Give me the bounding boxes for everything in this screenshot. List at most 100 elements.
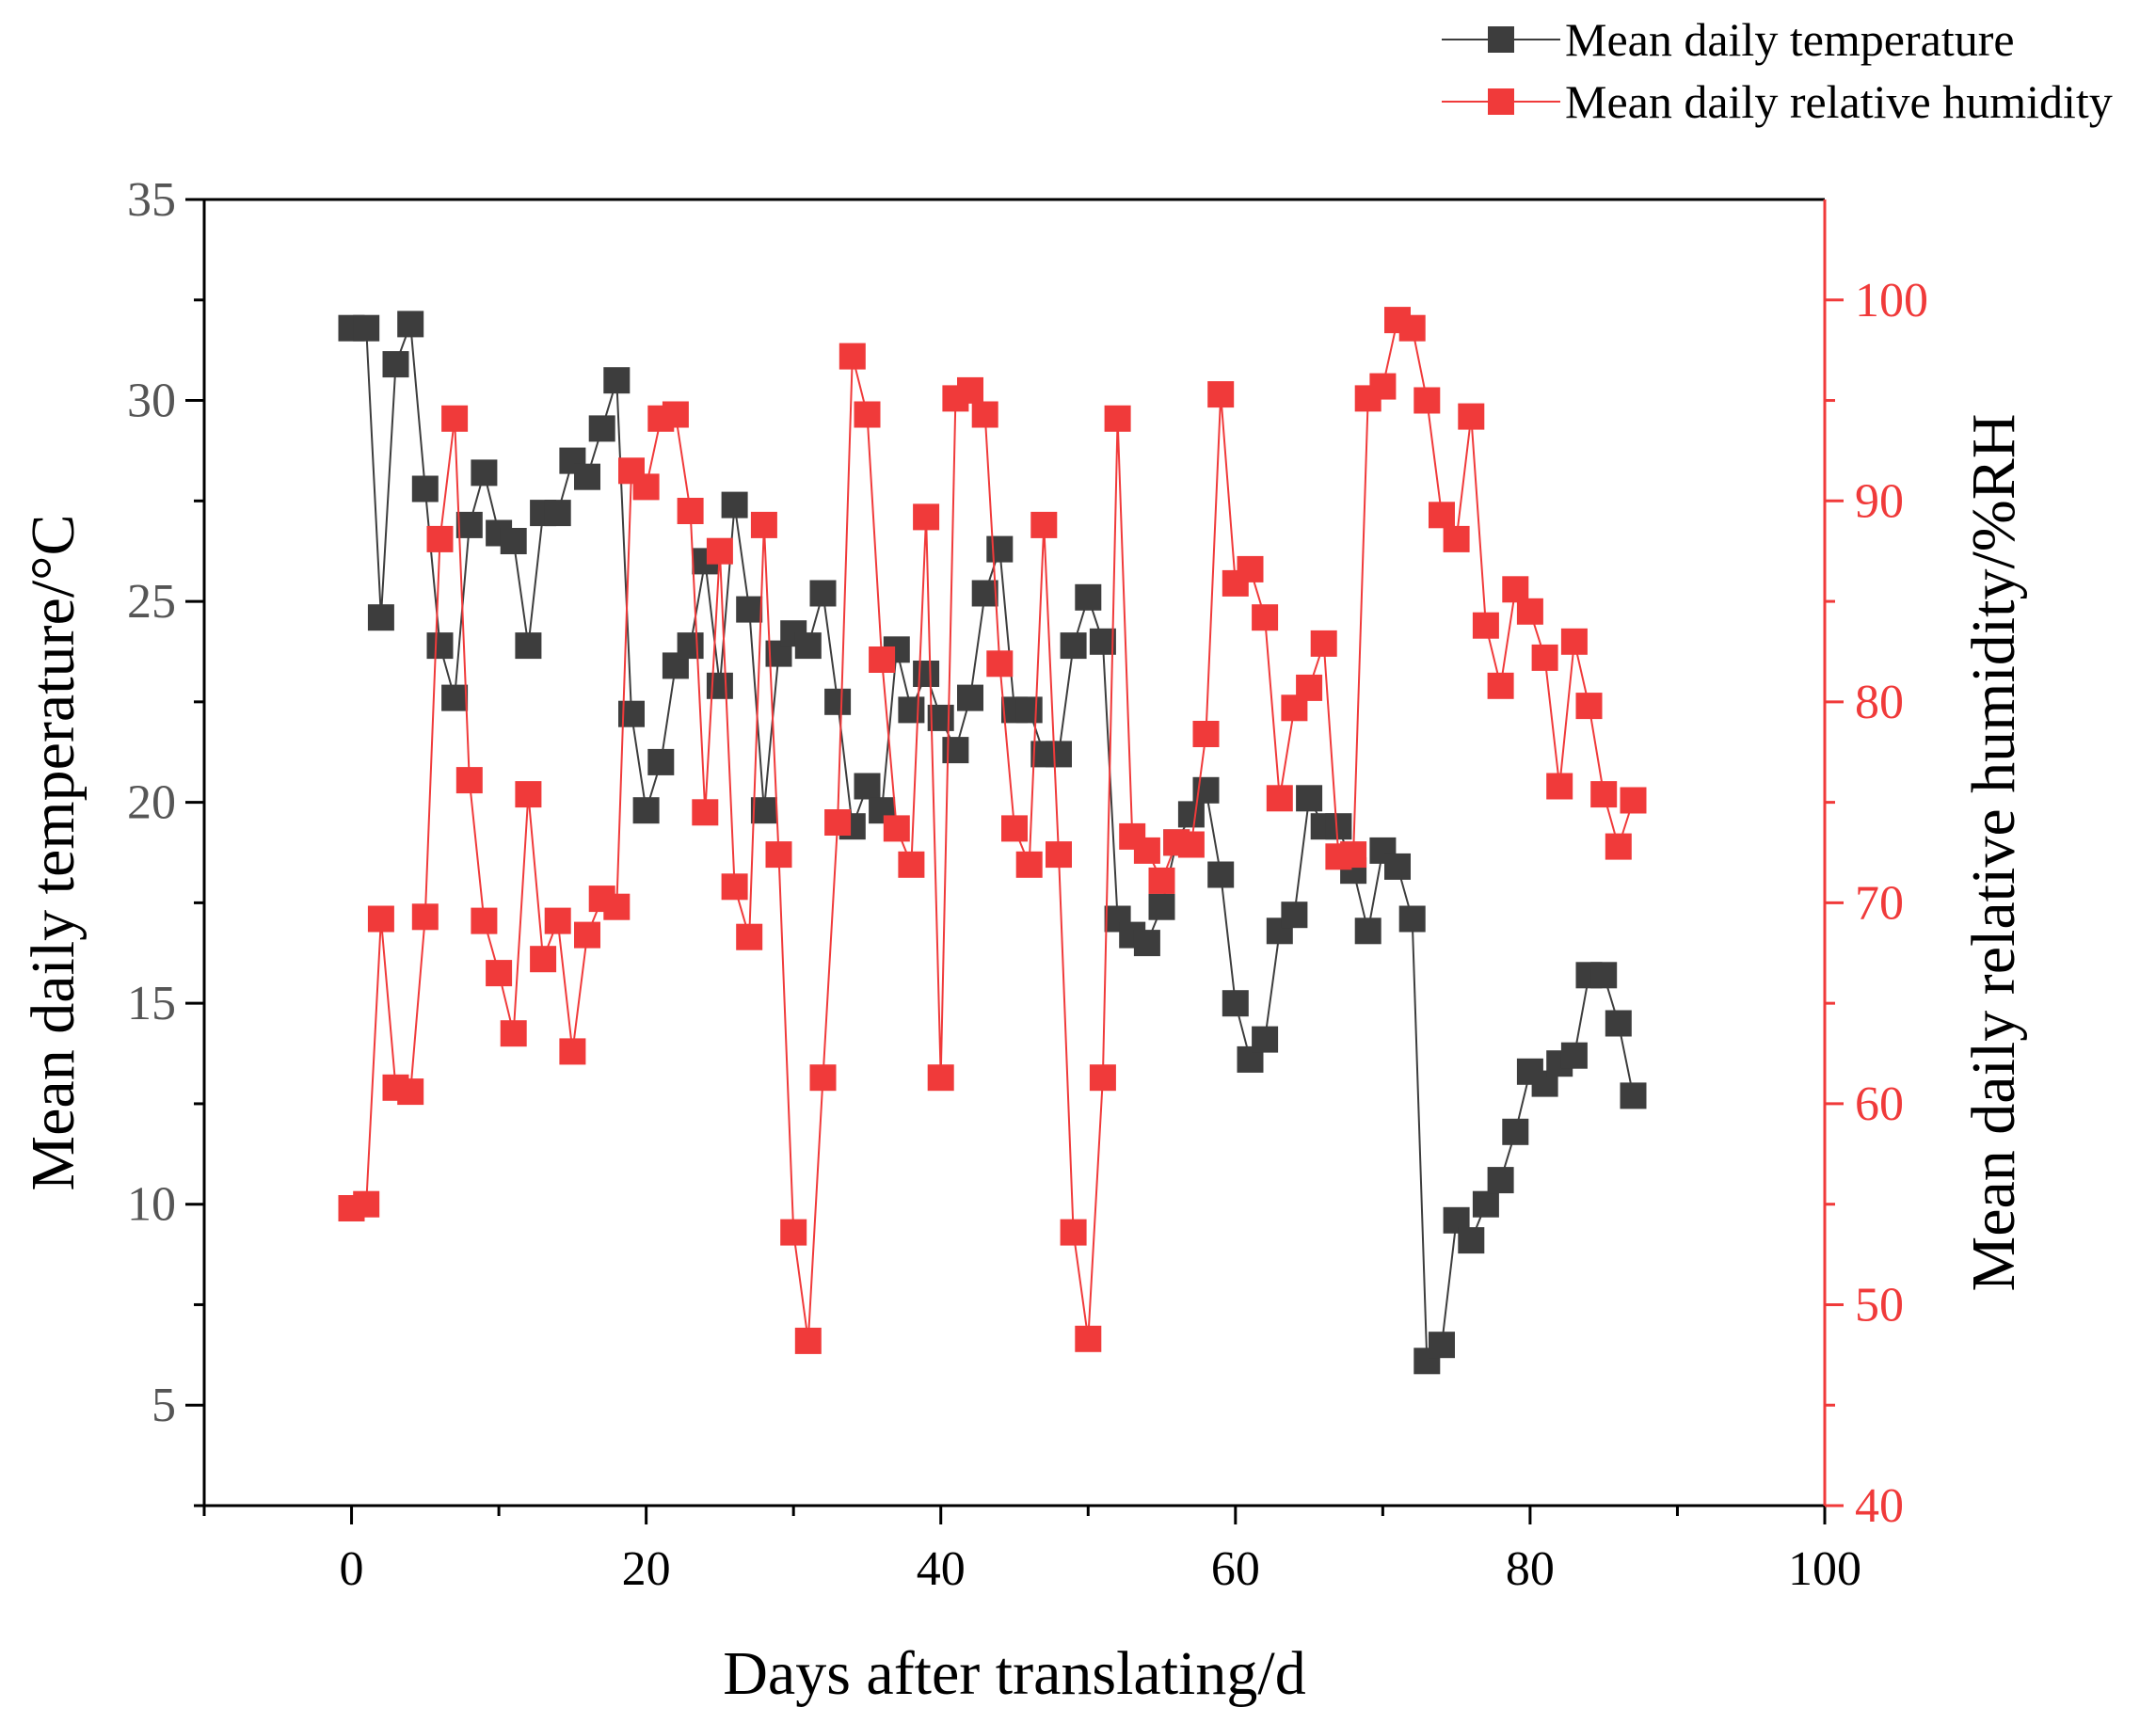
- data-point-humidity: [721, 873, 748, 901]
- data-point-humidity: [397, 1078, 424, 1106]
- legend-marker-humidity: [1488, 88, 1514, 115]
- data-point-humidity: [1148, 867, 1175, 894]
- data-point-humidity: [838, 343, 866, 370]
- data-point-humidity: [455, 767, 483, 794]
- series-line-temperature: [351, 324, 1635, 1364]
- data-point-humidity: [736, 923, 763, 950]
- data-point-humidity: [1590, 781, 1618, 808]
- legend-item-humidity: Mean daily relative humidity: [1442, 75, 2113, 128]
- data-point-humidity: [1296, 674, 1323, 701]
- x-axis-ticks: 0 20 40 60 80 100: [202, 1506, 1861, 1596]
- right-y-tick-label: 40: [1855, 1479, 1904, 1533]
- data-point-temperature: [1429, 1332, 1455, 1359]
- data-point-temperature: [1222, 990, 1249, 1017]
- data-point-temperature: [1133, 930, 1160, 957]
- data-point-humidity: [986, 650, 1014, 678]
- data-point-humidity: [1207, 381, 1235, 408]
- right-y-tick-label: 80: [1855, 676, 1904, 729]
- data-point-temperature: [794, 632, 822, 660]
- data-point-humidity: [1237, 555, 1264, 582]
- data-point-humidity: [957, 376, 983, 404]
- data-point-temperature: [1252, 1026, 1279, 1053]
- data-point-humidity: [1192, 721, 1220, 747]
- data-point-humidity: [1516, 598, 1543, 625]
- data-point-temperature: [898, 696, 925, 724]
- legend-label-humidity: Mean daily relative humidity: [1565, 75, 2113, 128]
- data-point-temperature: [942, 737, 969, 764]
- legend-item-temperature: Mean daily temperature: [1442, 13, 2015, 66]
- data-point-humidity: [1560, 628, 1588, 655]
- data-point-temperature: [824, 688, 852, 715]
- data-point-temperature: [1148, 893, 1175, 920]
- data-point-humidity: [1620, 787, 1647, 814]
- data-point-humidity: [809, 1064, 837, 1092]
- data-point-temperature: [397, 311, 424, 338]
- left-y-tick-label: 20: [127, 776, 176, 830]
- data-point-humidity: [1429, 502, 1455, 529]
- data-point-temperature: [1502, 1118, 1529, 1145]
- data-point-temperature: [957, 684, 983, 711]
- data-point-humidity: [971, 401, 998, 428]
- data-point-humidity: [1266, 785, 1293, 812]
- data-point-humidity: [1177, 831, 1205, 858]
- data-point-temperature: [441, 684, 469, 711]
- data-point-temperature: [1281, 901, 1308, 929]
- left-y-axis-title: Mean daily temperature/°C: [19, 514, 88, 1190]
- x-axis-title: Days after translating/d: [723, 1639, 1305, 1708]
- data-point-humidity: [1458, 403, 1485, 430]
- right-y-axis-ticks: 40 50 60 70 80 90 100: [1825, 274, 1928, 1533]
- data-point-temperature: [382, 351, 409, 378]
- data-point-temperature: [411, 475, 439, 503]
- data-point-temperature: [1398, 905, 1426, 933]
- data-point-temperature: [1046, 741, 1072, 768]
- data-point-humidity: [1046, 841, 1072, 869]
- data-point-humidity: [515, 781, 542, 808]
- right-y-tick-label: 70: [1855, 876, 1904, 930]
- data-point-humidity: [471, 907, 498, 934]
- right-y-tick-label: 90: [1855, 474, 1904, 528]
- x-tick-label: 100: [1788, 1542, 1861, 1596]
- data-point-temperature: [1177, 801, 1205, 828]
- data-point-temperature: [1620, 1082, 1647, 1109]
- data-point-temperature: [1384, 853, 1411, 880]
- data-point-humidity: [927, 1064, 954, 1092]
- data-point-temperature: [1207, 861, 1235, 888]
- data-point-humidity: [1133, 837, 1160, 864]
- data-point-temperature: [1075, 583, 1102, 611]
- series-humidity: [338, 307, 1647, 1354]
- data-point-temperature: [544, 500, 571, 527]
- data-point-humidity: [1089, 1064, 1116, 1092]
- data-point-humidity: [1502, 576, 1529, 603]
- data-point-humidity: [824, 809, 852, 836]
- data-point-humidity: [898, 851, 925, 878]
- data-point-temperature: [750, 797, 777, 824]
- left-y-tick-label: 10: [127, 1178, 176, 1232]
- data-point-humidity: [411, 903, 439, 931]
- data-point-humidity: [692, 799, 719, 826]
- data-point-humidity: [706, 537, 733, 565]
- right-y-tick-label: 50: [1855, 1278, 1904, 1332]
- data-point-temperature: [1325, 813, 1352, 840]
- data-point-humidity: [1075, 1325, 1102, 1352]
- data-point-temperature: [809, 580, 837, 607]
- data-point-humidity: [1060, 1219, 1087, 1246]
- data-point-humidity: [486, 960, 513, 987]
- data-point-temperature: [1605, 1010, 1632, 1037]
- data-point-humidity: [883, 815, 910, 842]
- x-tick-label: 40: [917, 1542, 966, 1596]
- data-point-temperature: [971, 580, 998, 607]
- data-point-humidity: [765, 841, 792, 869]
- data-point-temperature: [471, 459, 498, 487]
- right-y-axis-title: Mean daily relative humidity/%RH: [1959, 414, 2028, 1292]
- data-point-temperature: [426, 632, 454, 660]
- data-point-humidity: [854, 401, 881, 428]
- data-point-temperature: [500, 528, 527, 554]
- data-point-humidity: [913, 503, 940, 531]
- data-point-temperature: [353, 314, 380, 342]
- data-point-humidity: [1398, 314, 1426, 342]
- data-point-humidity: [632, 473, 660, 501]
- data-point-temperature: [1296, 785, 1323, 812]
- data-point-humidity: [750, 511, 777, 538]
- series-layer: [338, 307, 1647, 1375]
- left-y-tick-label: 25: [127, 575, 176, 629]
